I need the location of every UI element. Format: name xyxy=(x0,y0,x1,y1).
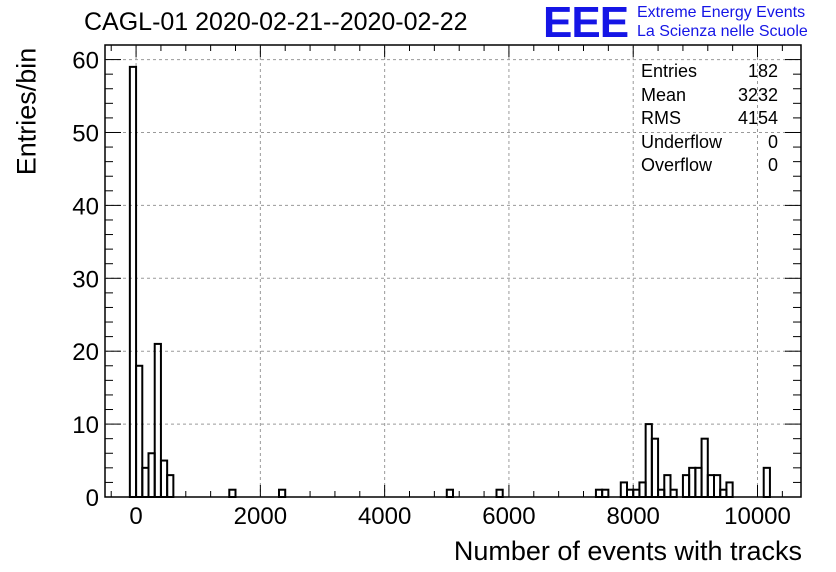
histogram-bin xyxy=(650,437,660,499)
histogram-bin xyxy=(153,342,162,498)
histogram-bin xyxy=(725,481,734,498)
x-tick-label: 0 xyxy=(129,503,142,530)
histogram-bin xyxy=(495,488,504,499)
histogram-bin xyxy=(669,488,678,499)
axis-ticks xyxy=(105,44,801,498)
y-tick-label: 50 xyxy=(72,120,99,147)
tick-labels: 0 2000 4000 6000 8000 10000 0 10 20 30 40 50 60 xyxy=(72,48,791,530)
histogram-bin xyxy=(601,488,610,499)
stats-label: RMS xyxy=(641,108,681,128)
histogram-bin xyxy=(713,474,722,498)
logo-line-1: Extreme Energy Events xyxy=(637,4,806,21)
histogram-bin xyxy=(663,474,672,498)
y-tick-label: 0 xyxy=(86,485,99,512)
histogram-bin xyxy=(166,474,175,498)
stats-row-rms: RMS 4154 xyxy=(641,107,778,131)
eee-logo: EEE xyxy=(543,0,629,47)
stats-value: 0 xyxy=(767,131,778,152)
stats-value: 182 xyxy=(747,61,778,81)
stats-row-underflow: Underflow 0 xyxy=(641,131,778,155)
x-tick-label: 6000 xyxy=(482,503,535,530)
stats-label: Overflow xyxy=(641,155,713,175)
stats-label: Mean xyxy=(641,84,687,105)
x-tick-label: 8000 xyxy=(607,503,660,530)
y-tick-label: 60 xyxy=(72,48,99,75)
chart-title: CAGL-01 2020-02-21--2020-02-22 xyxy=(84,8,468,36)
histogram-bin xyxy=(445,488,454,499)
stats-label: Entries xyxy=(641,61,698,81)
y-tick-label: 40 xyxy=(72,193,99,220)
logo-text: Extreme Energy Events La Scienza nelle S… xyxy=(637,3,808,41)
y-tick-label: 10 xyxy=(72,412,99,439)
y-axis-label: Entries/bin xyxy=(11,47,42,176)
x-axis-label: Number of events with tracks xyxy=(453,536,802,566)
grid-lines xyxy=(105,45,801,497)
stats-row-entries: Entries 182 xyxy=(641,60,778,84)
stats-value: 3232 xyxy=(737,84,778,105)
stats-value: 0 xyxy=(767,155,778,175)
histogram-bins xyxy=(128,65,771,499)
histogram-bin xyxy=(762,466,771,499)
histogram-bin xyxy=(228,488,237,499)
stats-row-mean: Mean 3232 xyxy=(641,84,778,108)
x-tick-label: 2000 xyxy=(234,503,287,530)
histogram-bin xyxy=(278,488,287,499)
stats-label: Underflow xyxy=(641,131,723,152)
histogram-bin xyxy=(135,364,144,498)
histogram-bin xyxy=(128,65,138,498)
x-tick-label: 10000 xyxy=(724,503,791,530)
y-tick-label: 20 xyxy=(72,339,99,366)
logo-line-2: La Scienza nelle Scuole xyxy=(637,23,808,40)
histogram-bin xyxy=(700,437,709,499)
y-tick-label: 30 xyxy=(72,266,99,293)
stats-box: Entries 182 Mean 3232 RMS 4154 Underflow… xyxy=(641,60,778,178)
stats-value: 4154 xyxy=(737,108,778,128)
x-tick-label: 4000 xyxy=(358,503,411,530)
stats-row-overflow: Overflow 0 xyxy=(641,154,778,178)
